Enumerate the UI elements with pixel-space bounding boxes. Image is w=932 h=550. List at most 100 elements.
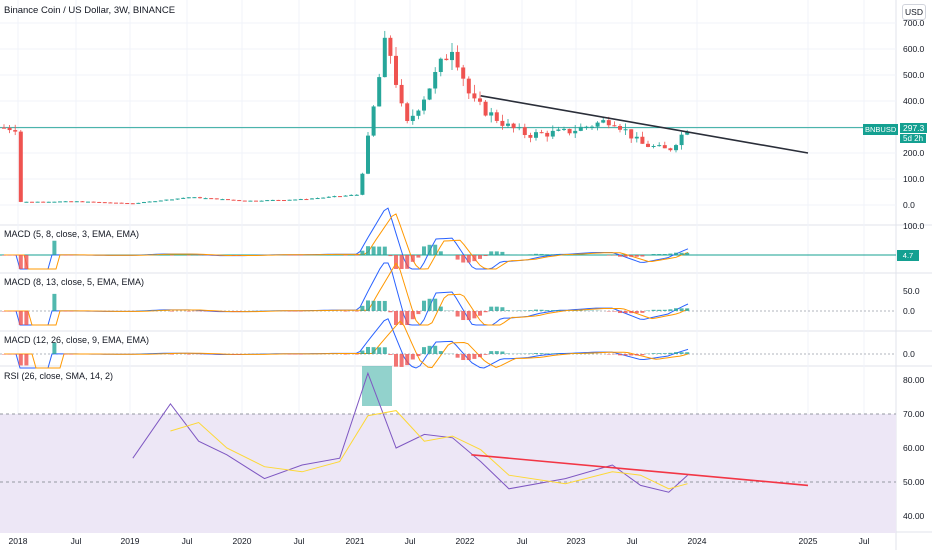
currency-button[interactable]: USD <box>902 4 926 20</box>
price-tick-label: 700.0 <box>903 18 925 28</box>
macd3-histogram-bar <box>534 353 538 354</box>
candle-body <box>567 128 572 134</box>
macd1-histogram-bar <box>360 250 365 255</box>
macd3-histogram-bar <box>427 345 432 354</box>
macd1-histogram-bar <box>618 255 622 257</box>
candle-body <box>220 199 225 201</box>
pane-title: MACD (5, 8, close, 3, EMA, EMA) <box>4 229 140 239</box>
macd3-histogram-bar <box>618 354 622 356</box>
candle-body <box>354 194 359 196</box>
macd3-histogram-bar <box>394 354 398 367</box>
macd1-histogram-bar <box>13 255 18 256</box>
macd2-histogram-bar <box>657 309 662 311</box>
macd2-histogram-bar <box>371 300 376 311</box>
macd2-histogram-bar <box>668 309 673 311</box>
macd2-histogram-bar <box>52 293 57 311</box>
candle-body <box>422 99 426 111</box>
candle-body <box>332 196 337 198</box>
macd1-histogram-bar <box>556 254 561 255</box>
macd1-histogram-bar <box>2 255 6 256</box>
macd3-histogram-bar <box>24 354 29 366</box>
macd3-histogram-bar <box>629 354 634 356</box>
candle-body <box>382 37 387 78</box>
macd1-histogram-bar <box>354 255 359 256</box>
macd2-histogram-bar <box>674 308 678 311</box>
macd3-histogram-bar <box>556 353 561 354</box>
candle-body <box>427 88 432 100</box>
candle-body <box>494 112 499 121</box>
macd1-histogram-bar <box>433 244 438 255</box>
rsi-tick-label: 80.00 <box>903 375 925 385</box>
candle-body <box>349 194 354 196</box>
macd3-histogram-bar <box>685 352 690 354</box>
candle-body <box>584 126 589 128</box>
candle-body <box>254 200 258 202</box>
macd3-histogram-bar <box>466 354 471 361</box>
macd3-histogram-bar <box>377 347 382 354</box>
macd3-histogram-bar <box>343 354 348 355</box>
time-axis-label: 2020 <box>233 536 252 546</box>
macd2-histogram-bar <box>472 311 477 319</box>
macd2-histogram-bar <box>685 308 690 311</box>
macd2-histogram-bar <box>410 311 415 320</box>
time-axis-label: Jul <box>627 536 638 546</box>
macd3-histogram-bar <box>170 354 174 355</box>
macd1-tick-label: 100.0 <box>903 221 925 231</box>
candle-body <box>242 200 247 202</box>
candle-body <box>52 201 57 203</box>
rsi-band <box>0 414 896 533</box>
rsi-ma-line <box>170 410 688 490</box>
macd3-histogram-bar <box>640 354 645 356</box>
macd3-histogram-bar <box>298 354 303 355</box>
macd2-histogram-bar <box>500 307 505 311</box>
candle-body <box>545 132 550 137</box>
candle-body <box>528 134 533 138</box>
macd3-histogram-bar <box>438 351 443 354</box>
macd1-histogram-bar <box>7 255 12 256</box>
time-axis-label: 2023 <box>567 536 586 546</box>
macd3-histogram-bar <box>545 353 550 354</box>
macd2-histogram-bar <box>63 311 68 312</box>
candle-body <box>192 197 197 199</box>
macd2-histogram-bar <box>534 309 538 311</box>
macd3-histogram-bar <box>186 354 191 355</box>
candle-body <box>517 127 522 129</box>
macd1-histogram-bar <box>506 254 510 255</box>
candle-body <box>343 195 348 197</box>
macd2-histogram-bar <box>422 300 426 311</box>
macd1-histogram-bar <box>416 255 421 258</box>
time-axis-label: 2024 <box>688 536 707 546</box>
last-price-label: 297.3 <box>900 123 928 133</box>
macd2-histogram-bar <box>478 311 482 316</box>
macd1-histogram-bar <box>69 255 74 256</box>
candle-body <box>186 197 191 199</box>
macd1-histogram-bar <box>685 252 690 255</box>
macd2-histogram-bar <box>662 309 667 311</box>
macd2-histogram-bar <box>528 310 533 311</box>
macd1-histogram-bar <box>629 255 634 257</box>
candle-body <box>203 198 208 200</box>
macd3-histogram-bar <box>18 354 23 366</box>
candle-body <box>214 198 219 200</box>
candle-body <box>360 173 365 195</box>
candle-body <box>461 67 466 79</box>
macd2-histogram-bar <box>186 311 191 312</box>
macd1-histogram-bar <box>606 255 611 256</box>
candle-body <box>248 200 253 202</box>
macd1-histogram-bar <box>455 255 460 260</box>
symbol-tag: BNBUSD <box>863 124 899 135</box>
macd1-histogram-bar <box>550 254 555 255</box>
candle-body <box>63 201 68 203</box>
candle-body <box>388 37 393 56</box>
candle-body <box>175 198 180 200</box>
time-axis-label: 2018 <box>9 536 28 546</box>
candle-body <box>651 145 656 147</box>
macd1-histogram-bar <box>534 253 538 255</box>
candle-body <box>366 135 370 174</box>
candle-body <box>326 196 331 198</box>
macd2-histogram-bar <box>366 300 370 311</box>
candle-body <box>13 130 18 132</box>
candle-body <box>612 125 617 127</box>
pane-title: MACD (8, 13, close, 5, EMA, EMA) <box>4 277 145 287</box>
